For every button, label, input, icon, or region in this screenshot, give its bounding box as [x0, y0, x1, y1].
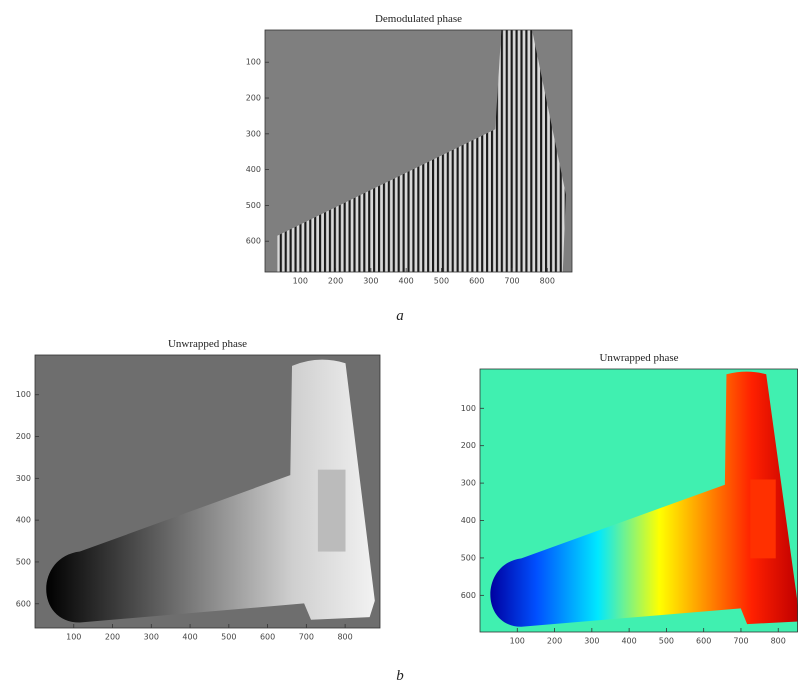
y-tick-label: 100 [16, 390, 31, 399]
panel-title: Unwrapped phase [599, 352, 678, 364]
y-tick-label: 100 [246, 58, 261, 67]
y-tick-label: 200 [246, 94, 261, 103]
caption: a [396, 308, 404, 324]
y-tick-label: 500 [16, 557, 31, 566]
x-tick-label: 300 [584, 637, 599, 646]
y-tick-label: 600 [461, 591, 476, 600]
y-tick-label: 600 [16, 599, 31, 608]
x-tick-label: 100 [510, 637, 525, 646]
x-tick-label: 200 [328, 277, 343, 286]
y-tick-label: 400 [461, 516, 476, 525]
y-tick-label: 300 [246, 129, 261, 138]
y-tick-label: 500 [461, 553, 476, 562]
x-tick-label: 200 [547, 637, 562, 646]
x-tick-label: 500 [659, 637, 674, 646]
axes-frame [264, 29, 573, 273]
x-tick-label: 300 [363, 277, 378, 286]
jet-image [480, 369, 798, 632]
x-tick-label: 600 [696, 637, 711, 646]
y-tick-label: 400 [246, 165, 261, 174]
x-tick-label: 100 [293, 277, 308, 286]
y-tick-label: 500 [246, 201, 261, 210]
y-tick-label: 400 [16, 516, 31, 525]
x-tick-label: 800 [540, 277, 555, 286]
x-tick-label: 100 [66, 633, 81, 642]
gray-image [35, 355, 380, 628]
x-tick-label: 400 [399, 277, 414, 286]
x-tick-label: 600 [260, 633, 275, 642]
y-tick-label: 600 [246, 237, 261, 246]
x-tick-label: 300 [144, 633, 159, 642]
x-tick-label: 800 [771, 637, 786, 646]
y-tick-label: 300 [16, 474, 31, 483]
panel-title: Unwrapped phase [168, 338, 247, 350]
x-tick-label: 200 [105, 633, 120, 642]
x-tick-label: 700 [733, 637, 748, 646]
x-tick-label: 700 [504, 277, 519, 286]
axes-frame [34, 354, 381, 629]
x-tick-label: 700 [299, 633, 314, 642]
x-tick-label: 400 [621, 637, 636, 646]
x-tick-label: 800 [337, 633, 352, 642]
y-tick-label: 100 [461, 404, 476, 413]
y-tick-label: 200 [461, 441, 476, 450]
x-tick-label: 500 [221, 633, 236, 642]
panel-title: Demodulated phase [375, 13, 462, 25]
x-tick-label: 500 [434, 277, 449, 286]
phase-image [265, 30, 572, 272]
y-tick-label: 200 [16, 432, 31, 441]
x-tick-label: 600 [469, 277, 484, 286]
x-tick-label: 400 [182, 633, 197, 642]
y-tick-label: 300 [461, 479, 476, 488]
caption: b [396, 668, 404, 684]
